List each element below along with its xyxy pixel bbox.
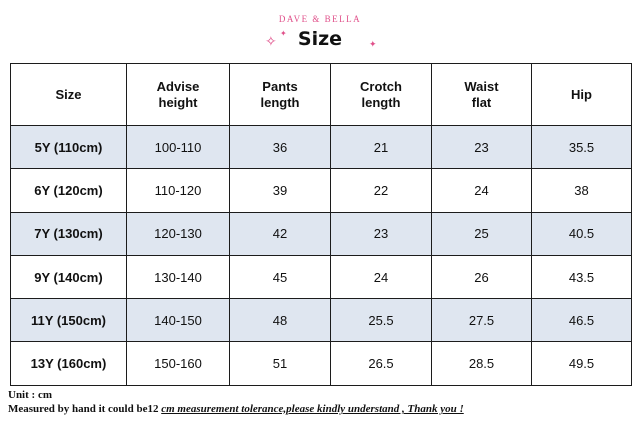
column-header-label: length — [361, 94, 401, 110]
value-cell: 45 — [229, 254, 331, 300]
column-header: Pants length — [229, 63, 331, 126]
value-cell: 46.5 — [531, 298, 632, 343]
value-cell: 140-150 — [126, 298, 230, 343]
column-header-label: Pants — [262, 78, 298, 94]
column-header: Advise height — [126, 63, 230, 126]
size-cell: 5Y (110cm) — [10, 124, 127, 170]
value-cell: 36 — [229, 124, 331, 170]
size-chart-table: Size Advise height Pants length Crotch length W… — [10, 63, 632, 386]
value-cell: 22 — [330, 168, 432, 213]
value-cell: 28.5 — [431, 341, 532, 386]
measurement-prefix: Measured by hand it could be12 — [8, 403, 162, 415]
column-header: Size — [10, 63, 127, 126]
column-header-label: flat — [471, 94, 492, 110]
value-cell: 150-160 — [126, 341, 230, 386]
table-row: 9Y (140cm) 130-140 45 24 26 43.5 — [10, 254, 632, 300]
sparkle-icon: ✧ — [265, 33, 277, 49]
value-cell: 38 — [531, 168, 632, 213]
column-header: Hip — [531, 63, 632, 126]
value-cell: 43.5 — [531, 254, 632, 300]
value-cell: 130-140 — [126, 254, 230, 300]
column-header: Waist flat — [431, 63, 532, 126]
table-header-row: Size Advise height Pants length Crotch length W… — [10, 63, 632, 126]
value-cell: 49.5 — [531, 341, 632, 386]
column-header-label: Size — [55, 86, 82, 102]
size-cell: 9Y (140cm) — [10, 254, 127, 300]
value-cell: 27.5 — [431, 298, 532, 343]
value-cell: 23 — [330, 211, 432, 256]
value-cell: 51 — [229, 341, 331, 386]
column-header-label: Advise — [156, 78, 200, 94]
table-row: 5Y (110cm) 100-110 36 21 23 35.5 — [10, 124, 632, 170]
value-cell: 110-120 — [126, 168, 230, 213]
tolerance-note: cm measurement tolerance,please kindly u… — [161, 403, 464, 415]
column-header-label: height — [158, 94, 198, 110]
column-header: Crotch length — [330, 63, 432, 126]
value-cell: 25 — [431, 211, 532, 256]
value-cell: 26.5 — [330, 341, 432, 386]
header: ✧ ✦ ✦ DAVE & BELLA Size — [0, 0, 640, 62]
value-cell: 26 — [431, 254, 532, 300]
page-title: Size — [297, 28, 343, 50]
value-cell: 120-130 — [126, 211, 230, 256]
value-cell: 48 — [229, 298, 331, 343]
table-row: 13Y (160cm) 150-160 51 26.5 28.5 49.5 — [10, 341, 632, 386]
sparkle-icon: ✦ — [280, 29, 287, 38]
column-header-label: length — [260, 94, 300, 110]
value-cell: 42 — [229, 211, 331, 256]
measurement-note: Measured by hand it could be12 cm measur… — [8, 403, 464, 415]
size-cell: 6Y (120cm) — [10, 168, 127, 213]
column-header-label: Waist — [464, 78, 499, 94]
value-cell: 100-110 — [126, 124, 230, 170]
table-row: 6Y (120cm) 110-120 39 22 24 38 — [10, 168, 632, 213]
size-cell: 7Y (130cm) — [10, 211, 127, 256]
value-cell: 25.5 — [330, 298, 432, 343]
table-row: 7Y (130cm) 120-130 42 23 25 40.5 — [10, 211, 632, 256]
size-cell: 13Y (160cm) — [10, 341, 127, 386]
size-cell: 11Y (150cm) — [10, 298, 127, 343]
value-cell: 40.5 — [531, 211, 632, 256]
table-row: 11Y (150cm) 140-150 48 25.5 27.5 46.5 — [10, 298, 632, 343]
value-cell: 24 — [330, 254, 432, 300]
unit-note: Unit : cm — [8, 389, 52, 401]
value-cell: 35.5 — [531, 124, 632, 170]
value-cell: 23 — [431, 124, 532, 170]
brand-logo: DAVE & BELLA — [278, 14, 362, 24]
value-cell: 24 — [431, 168, 532, 213]
value-cell: 39 — [229, 168, 331, 213]
column-header-label: Hip — [571, 86, 592, 102]
value-cell: 21 — [330, 124, 432, 170]
sparkle-icon: ✦ — [369, 39, 377, 49]
column-header-label: Crotch — [360, 78, 402, 94]
